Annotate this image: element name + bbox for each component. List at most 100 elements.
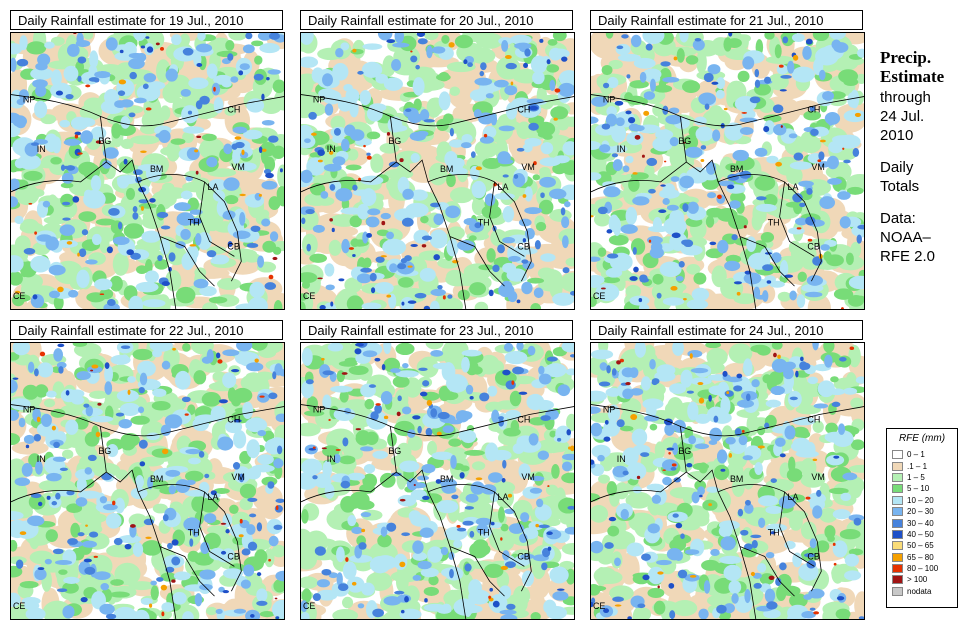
legend-swatch <box>892 575 903 585</box>
map-label: CH <box>807 104 820 114</box>
legend-item: 0 – 1 <box>892 449 957 460</box>
legend-label: > 100 <box>907 575 928 585</box>
sidebar-line: NOAA– <box>880 229 931 246</box>
map-label: CH <box>517 104 530 114</box>
legend-swatch <box>892 564 903 574</box>
map-panel-24-jul: Daily Rainfall estimate for 24 Jul., 201… <box>590 320 865 622</box>
legend-label: 10 – 20 <box>907 495 934 505</box>
map-label: BM <box>730 474 743 484</box>
map-label: CE <box>13 291 25 301</box>
map-label: TH <box>768 528 780 538</box>
legend-item: 5 – 10 <box>892 483 957 494</box>
map-label: TH <box>188 528 200 538</box>
country-borders <box>591 404 864 619</box>
panel-title: Daily Rainfall estimate for 21 Jul., 201… <box>590 10 863 30</box>
legend-label: 30 – 40 <box>907 518 934 528</box>
map-label: BM <box>150 164 163 174</box>
legend-item: 20 – 30 <box>892 506 957 517</box>
sidebar-line: through <box>880 89 931 106</box>
map-panel-21-jul: Daily Rainfall estimate for 21 Jul., 201… <box>590 10 865 312</box>
legend-label: 40 – 50 <box>907 529 934 539</box>
map-label: NP <box>603 405 615 415</box>
map-label: CE <box>303 291 315 301</box>
map-label: IN <box>37 144 46 154</box>
map-label: BG <box>678 136 691 146</box>
rainfall-field <box>11 343 284 619</box>
map-label: CE <box>593 291 605 301</box>
sidebar-info: Precip. Estimate through 24 Jul. 2010 Da… <box>880 48 965 266</box>
rainfall-map: NP IN BG CH BM VM LA TH CB CE <box>590 32 865 310</box>
rainfall-field <box>301 33 574 309</box>
panel-title: Daily Rainfall estimate for 24 Jul., 201… <box>590 320 863 340</box>
legend-swatch <box>892 495 903 505</box>
map-label: VM <box>811 472 824 482</box>
rainfall-map: NP IN BG CH BM VM LA TH CB CE <box>300 342 575 620</box>
map-panel-20-jul: Daily Rainfall estimate for 20 Jul., 201… <box>300 10 575 312</box>
map-label: IN <box>327 144 336 154</box>
legend-item: 50 – 65 <box>892 540 957 551</box>
sidebar-heading-2: Estimate <box>880 67 945 86</box>
map-label: BM <box>150 474 163 484</box>
map-label: LA <box>498 492 509 502</box>
panel-title: Daily Rainfall estimate for 20 Jul., 201… <box>300 10 573 30</box>
map-label: CB <box>807 551 819 561</box>
legend-swatch <box>892 507 903 517</box>
map-label: NP <box>313 95 325 105</box>
legend-swatch <box>892 552 903 562</box>
map-label: CH <box>227 414 240 424</box>
legend-swatch <box>892 472 903 482</box>
legend-swatch <box>892 461 903 471</box>
panel-title: Daily Rainfall estimate for 23 Jul., 201… <box>300 320 573 340</box>
legend-swatch <box>892 450 903 460</box>
map-label: CH <box>227 104 240 114</box>
map-label: IN <box>37 454 46 464</box>
sidebar-line: 24 Jul. <box>880 108 925 125</box>
map-label: IN <box>617 454 626 464</box>
map-label: LA <box>788 492 799 502</box>
legend-item: > 100 <box>892 574 957 585</box>
map-label: CB <box>227 241 239 251</box>
legend-label: 20 – 30 <box>907 507 934 517</box>
map-label: CB <box>517 551 529 561</box>
legend-swatch <box>892 529 903 539</box>
sidebar-line: Totals <box>880 178 920 195</box>
sidebar-line: RFE 2.0 <box>880 248 936 265</box>
map-label: VM <box>521 162 534 172</box>
legend-swatch <box>892 484 903 494</box>
legend-label: 5 – 10 <box>907 484 930 494</box>
map-label: LA <box>208 492 219 502</box>
map-label: BG <box>678 446 691 456</box>
legend-item: 10 – 20 <box>892 495 957 506</box>
legend-swatch <box>892 518 903 528</box>
map-label: NP <box>603 95 615 105</box>
legend-swatch <box>892 586 903 596</box>
map-label: NP <box>23 95 35 105</box>
map-label: CE <box>303 601 315 611</box>
rainfall-map: NP IN BG CH BM VM LA TH CB CE <box>590 342 865 620</box>
map-label: BG <box>98 446 111 456</box>
map-label: CB <box>517 241 529 251</box>
map-label: TH <box>768 218 780 228</box>
map-label: IN <box>327 454 336 464</box>
map-label: CH <box>807 414 820 424</box>
map-label: BG <box>388 136 401 146</box>
rainfall-field <box>591 33 864 309</box>
legend-title: RFE (mm) <box>898 433 946 444</box>
map-label: IN <box>617 144 626 154</box>
legend-item: 40 – 50 <box>892 529 957 540</box>
legend-label: 80 – 100 <box>907 564 939 574</box>
map-label: CB <box>807 241 819 251</box>
panel-title: Daily Rainfall estimate for 22 Jul., 201… <box>10 320 283 340</box>
legend-label: 65 – 80 <box>907 552 934 562</box>
map-label: NP <box>313 405 325 415</box>
sidebar-line: Daily <box>880 159 914 176</box>
country-borders <box>591 94 864 309</box>
map-label: LA <box>208 182 219 192</box>
legend-label: 1 – 5 <box>907 472 925 482</box>
legend-label: 0 – 1 <box>907 450 925 460</box>
legend-item: 65 – 80 <box>892 552 957 563</box>
country-borders <box>11 404 284 619</box>
map-label: LA <box>788 182 799 192</box>
